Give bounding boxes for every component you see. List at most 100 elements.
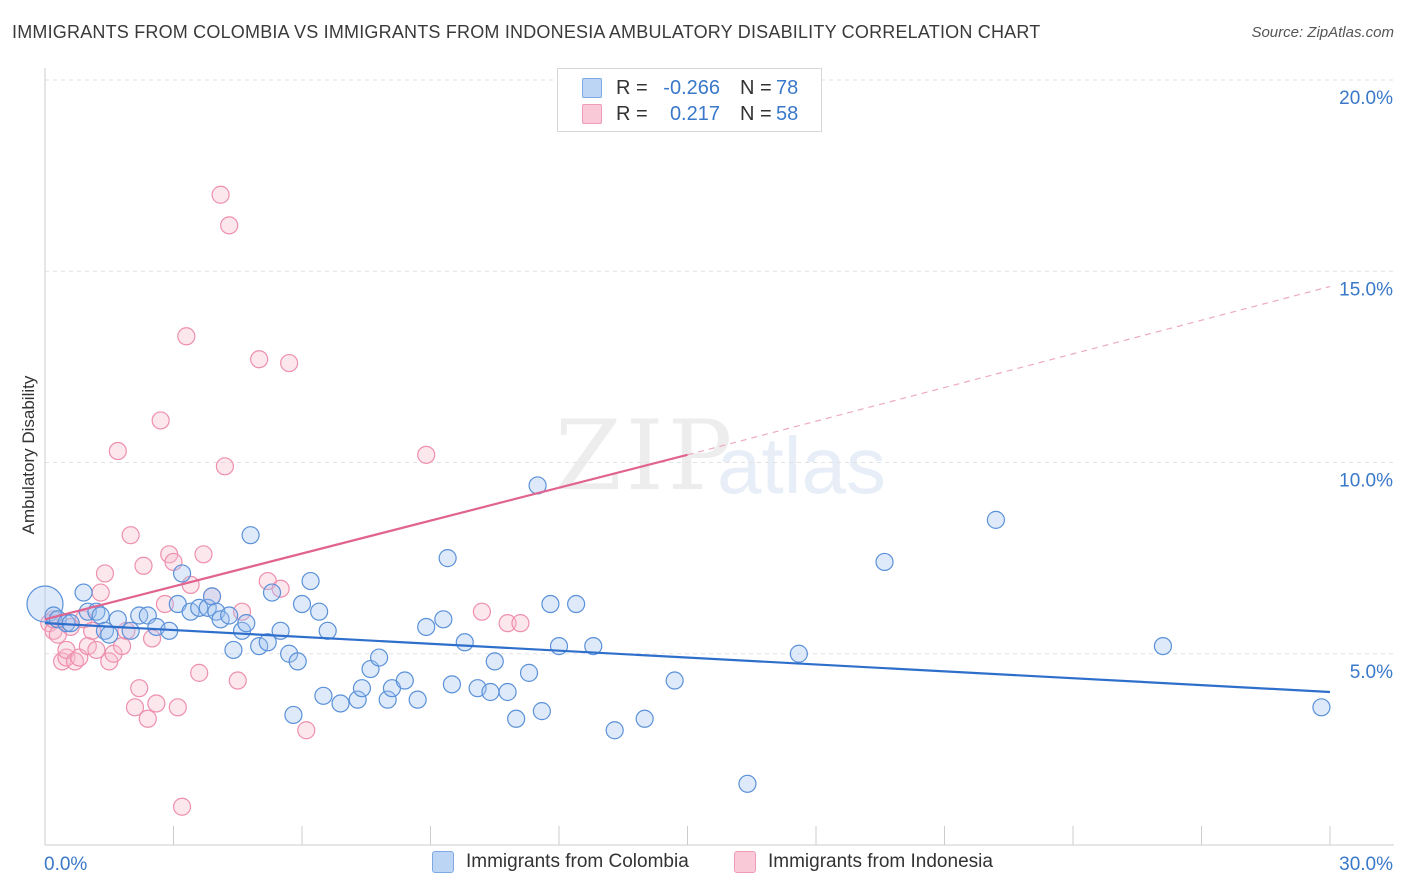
data-point-colombia [100, 625, 119, 644]
correlation-legend: R = -0.266 N = 78 R = 0.217 N = 58 [557, 68, 822, 132]
legend-r-value: 0.217 [669, 102, 720, 125]
legend-n-value: 58 [776, 102, 799, 125]
x-tick-label: 30.0% [1339, 854, 1393, 875]
data-point-colombia [237, 614, 256, 633]
data-point-colombia [352, 679, 372, 698]
data-point-colombia [258, 633, 277, 652]
data-point-indonesia [91, 583, 110, 602]
data-point-colombia [292, 594, 312, 614]
data-point-colombia [288, 652, 307, 671]
data-point-colombia [172, 564, 192, 583]
data-point-colombia [211, 610, 230, 629]
series-legend-colombia: Immigrants from Colombia [432, 851, 689, 873]
data-point-colombia [220, 606, 239, 625]
legend-row-indonesia: R = 0.217 N = 58 [582, 101, 798, 127]
data-point-colombia [91, 606, 110, 625]
points-layer [26, 185, 1331, 816]
data-point-indonesia [194, 545, 213, 564]
legend-r-label: R = [616, 102, 648, 125]
data-point-colombia [74, 583, 93, 602]
data-point-colombia [318, 621, 337, 640]
data-point-colombia [262, 583, 282, 602]
data-point-indonesia [121, 526, 140, 545]
chart-title: IMMIGRANTS FROM COLOMBIA VS IMMIGRANTS F… [12, 22, 1041, 42]
data-point-colombia [875, 552, 894, 572]
tick-label-layer: 5.0% 10.0% 15.0% 20.0% 0.0% 30.0% [44, 88, 1393, 875]
y-tick-label: 20.0% [1339, 88, 1393, 109]
data-point-indonesia [498, 614, 517, 633]
series-swatch-colombia [432, 851, 454, 873]
data-point-colombia [438, 549, 457, 568]
data-point-indonesia [147, 694, 166, 713]
data-point-indonesia [134, 556, 153, 575]
data-point-colombia [301, 571, 320, 591]
y-tick-label: 5.0% [1350, 662, 1393, 683]
data-point-colombia [738, 774, 757, 793]
data-point-indonesia [138, 709, 157, 728]
y-tick-label: 15.0% [1339, 279, 1393, 300]
data-point-indonesia [211, 185, 230, 204]
data-point-indonesia [417, 445, 436, 464]
data-point-colombia [455, 633, 474, 652]
data-point-indonesia [215, 457, 234, 476]
data-point-colombia [986, 510, 1006, 529]
data-point-colombia [434, 610, 453, 629]
data-point-colombia [198, 598, 217, 617]
data-point-indonesia [280, 353, 299, 373]
data-point-colombia [378, 690, 397, 709]
data-point-colombia [202, 587, 222, 606]
data-point-colombia [481, 682, 500, 702]
data-point-indonesia [250, 350, 269, 369]
legend-r-label: R = [616, 76, 648, 99]
data-point-indonesia [57, 648, 76, 667]
data-point-colombia [519, 663, 539, 682]
x-tick-label: 0.0% [44, 854, 87, 875]
data-point-colombia [370, 648, 389, 667]
data-point-indonesia [108, 441, 127, 461]
trend-layer [44, 285, 1331, 694]
data-point-indonesia [168, 698, 187, 717]
data-point-colombia [532, 702, 551, 721]
data-point-colombia [1153, 636, 1173, 656]
data-point-colombia [331, 694, 350, 713]
series-label-indonesia: Immigrants from Indonesia [768, 851, 993, 872]
legend-swatch-indonesia [582, 104, 602, 124]
data-point-colombia [417, 617, 436, 637]
data-point-colombia [181, 602, 200, 621]
data-point-indonesia [190, 663, 209, 682]
data-point-indonesia [87, 640, 106, 660]
data-point-indonesia [228, 671, 247, 690]
series-swatch-indonesia [734, 851, 756, 873]
data-point-colombia [507, 709, 526, 728]
data-point-indonesia [177, 327, 196, 346]
data-point-indonesia [511, 614, 530, 633]
data-point-colombia [26, 585, 64, 623]
y-axis-label: Ambulatory Disability [19, 375, 38, 534]
chart-source: Source: ZipAtlas.com [1251, 24, 1394, 41]
data-point-indonesia [151, 411, 170, 430]
series-legend-indonesia: Immigrants from Indonesia [734, 851, 993, 873]
data-point-colombia [789, 644, 808, 663]
data-point-indonesia [95, 564, 115, 583]
legend-n-label: N = [740, 76, 772, 99]
data-point-indonesia [297, 721, 316, 740]
data-point-colombia [442, 675, 462, 694]
data-point-indonesia [155, 594, 175, 614]
data-point-colombia [605, 721, 624, 740]
legend-row-colombia: R = -0.266 N = 78 [582, 75, 798, 101]
data-point-colombia [1312, 698, 1331, 717]
legend-r-value: -0.266 [663, 76, 720, 99]
series-label-colombia: Immigrants from Colombia [466, 851, 689, 872]
data-point-colombia [314, 686, 333, 705]
data-point-colombia [121, 621, 140, 640]
trend-line-colombia [44, 622, 1331, 694]
data-point-colombia [498, 682, 517, 702]
axis-layer [44, 68, 1394, 846]
data-point-indonesia [220, 216, 239, 235]
data-point-colombia [635, 709, 654, 728]
data-point-indonesia [172, 797, 192, 816]
data-point-colombia [250, 636, 269, 656]
data-point-colombia [584, 636, 603, 656]
data-point-indonesia [130, 679, 149, 698]
